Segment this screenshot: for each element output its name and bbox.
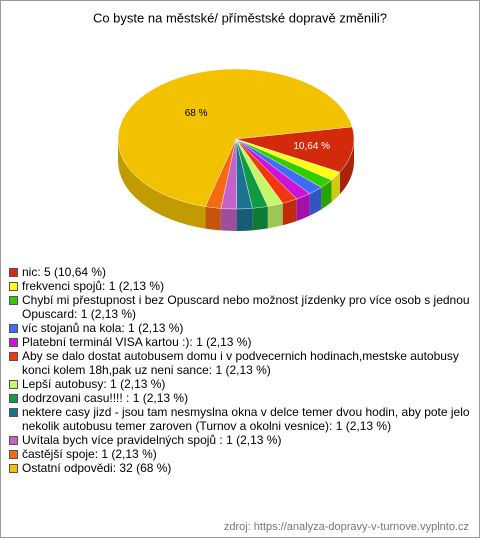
- legend-swatch: [9, 338, 18, 347]
- legend-swatch: [9, 394, 18, 403]
- legend-item: Platební terminál VISA kartou :): 1 (2,1…: [9, 335, 471, 349]
- legend-swatch: [9, 464, 18, 473]
- legend-item: Chybí mi přestupnost i bez Opuscard nebo…: [9, 293, 471, 321]
- legend-text: dodrzovani casu!!!! : 1 (2,13 %): [22, 391, 189, 405]
- legend-swatch: [9, 436, 18, 445]
- legend-item: frekvenci spojů: 1 (2,13 %): [9, 279, 471, 293]
- slice-side: [331, 172, 340, 203]
- slice-side: [282, 199, 297, 226]
- source: zdroj: https://analyza-dopravy-v-turnove…: [223, 521, 469, 533]
- legend-item: Aby se dalo dostat autobusem domu i v po…: [9, 349, 471, 377]
- chart-title: Co byste na městské/ příměstské dopravě …: [93, 10, 387, 25]
- slice-side: [236, 208, 253, 231]
- legend-item: častější spoje: 1 (2,13 %): [9, 447, 471, 461]
- slice-side: [205, 206, 221, 231]
- slice-side: [309, 187, 322, 216]
- data-label: 68 %: [185, 108, 208, 119]
- legend-swatch: [9, 380, 18, 389]
- data-label: 10,64 %: [293, 141, 330, 152]
- legend-text: Platební terminál VISA kartou :): 1 (2,1…: [22, 335, 252, 349]
- slice-side: [321, 180, 332, 210]
- slice-side: [252, 206, 268, 231]
- legend-item: Uvítala bych více pravidelných spojů : 1…: [9, 433, 471, 447]
- legend-item: Lepší autobusy: 1 (2,13 %): [9, 377, 471, 391]
- slice-side: [296, 193, 310, 222]
- legend: nic: 5 (10,64 %) frekvenci spojů: 1 (2,13…: [9, 265, 471, 475]
- legend-text: Lepší autobusy: 1 (2,13 %): [22, 377, 166, 391]
- slice: [235, 126, 355, 173]
- slice-side: [267, 203, 283, 229]
- legend-swatch: [9, 450, 18, 459]
- legend-item: nic: 5 (10,64 %): [9, 265, 471, 279]
- legend-swatch: [9, 352, 18, 361]
- legend-swatch: [9, 296, 18, 305]
- legend-text: častější spoje: 1 (2,13 %): [22, 447, 157, 461]
- slice-side: [118, 139, 206, 229]
- legend-text: Uvítala bych více pravidelných spojů : 1…: [22, 433, 282, 447]
- legend-text: Aby se dalo dostat autobusem domu i v po…: [22, 349, 459, 377]
- slice: [117, 68, 353, 207]
- legend-swatch: [9, 282, 18, 291]
- legend-text: Ostatní odpovědi: 32 (68 %): [22, 461, 172, 475]
- legend-item: nektere casy jizd - jsou tam nesmyslna o…: [9, 405, 471, 433]
- legend-swatch: [9, 268, 18, 277]
- legend-text: frekvenci spojů: 1 (2,13 %): [22, 279, 165, 293]
- slice-side: [339, 139, 354, 195]
- legend-item: víc stojanů na kola: 1 (2,13 %): [9, 321, 471, 335]
- legend-text: nic: 5 (10,64 %): [22, 265, 107, 279]
- legend-item: Ostatní odpovědi: 32 (68 %): [9, 461, 471, 475]
- legend-swatch: [9, 408, 18, 417]
- pie-area: Co byste na městské/ příměstské dopravě …: [93, 10, 387, 231]
- legend-text: nektere casy jizd - jsou tam nesmyslna o…: [22, 405, 470, 433]
- legend-item: dodrzovani casu!!!! : 1 (2,13 %): [9, 391, 471, 405]
- legend-swatch: [9, 324, 18, 333]
- slice-side: [220, 208, 237, 231]
- legend-text: Chybí mi přestupnost i bez Opuscard nebo…: [22, 293, 470, 321]
- legend-text: víc stojanů na kola: 1 (2,13 %): [22, 321, 184, 335]
